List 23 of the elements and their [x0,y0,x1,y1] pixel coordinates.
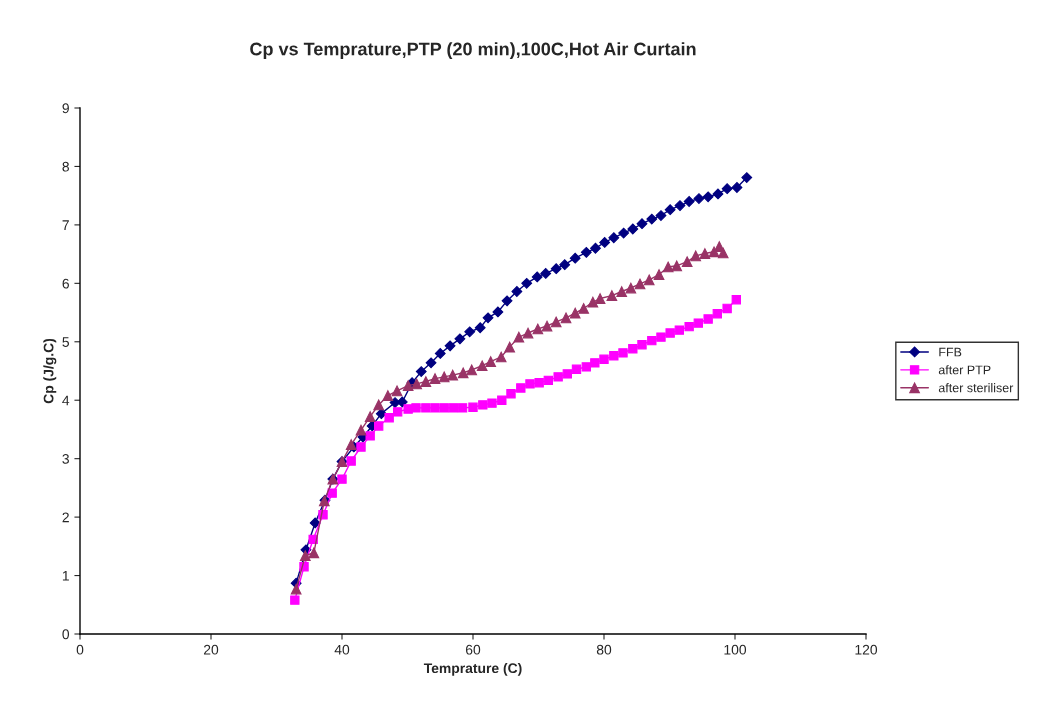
x-axis-title: Temprature (C) [423,662,522,676]
x-tick-label: 20 [203,644,219,655]
y-tick-label: 8 [62,161,69,172]
y-tick-label: 4 [62,395,70,406]
x-tick-label: 0 [76,644,84,655]
x-tick-label: 100 [724,644,747,655]
y-tick-label: 6 [62,278,69,289]
y-tick-label: 0 [62,629,70,640]
legend-label: after PTP [938,365,991,375]
x-tick-label: 40 [334,644,350,655]
y-tick-label: 5 [62,337,69,347]
x-tick-label: 60 [465,644,481,655]
x-tick-label: 80 [596,644,612,655]
x-tick-label: 120 [855,644,878,655]
y-tick-label: 7 [62,220,69,230]
legend-label: FFB [939,347,962,357]
legend-label: after steriliser [938,383,1014,393]
y-axis-title: Cp (J/g.C) [43,338,57,404]
y-tick-label: 3 [62,454,69,464]
y-tick-label: 9 [62,103,69,114]
y-tick-label: 1 [62,571,69,581]
chart-title: Cp vs Temprature,PTP (20 min),100C,Hot Air Curtain [250,42,696,59]
y-tick-label: 2 [62,512,69,523]
